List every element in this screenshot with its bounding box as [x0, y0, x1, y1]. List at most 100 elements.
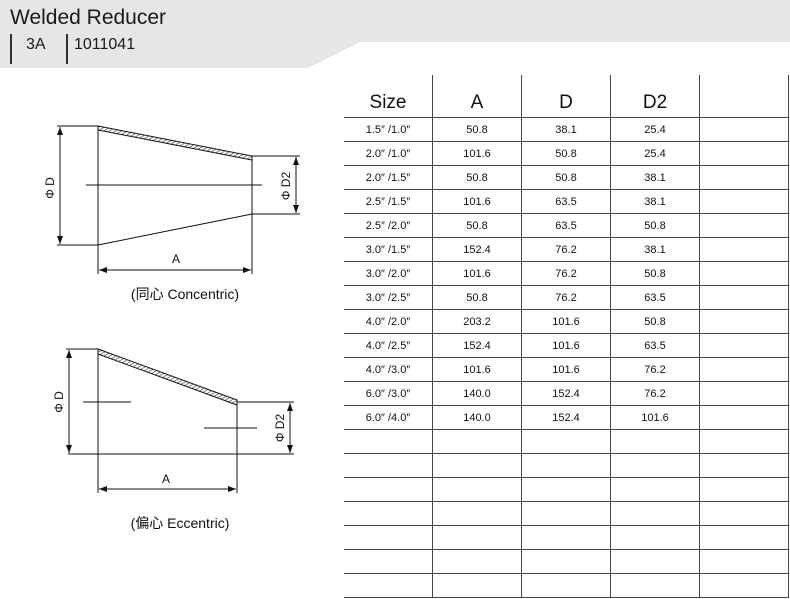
product-code: 1011041 [74, 36, 136, 53]
table-row [344, 573, 789, 598]
table-row [344, 501, 789, 526]
table-cell: 50.8 [521, 165, 611, 190]
table-cell: 25.4 [610, 141, 700, 166]
table-cell [699, 453, 789, 478]
table-cell: 50.8 [432, 213, 522, 238]
table-cell: 50.8 [610, 261, 700, 286]
table-cell [521, 429, 611, 454]
table-cell: 101.6 [521, 309, 611, 334]
table-cell [610, 573, 700, 598]
table-cell: 152.4 [521, 405, 611, 430]
table-row [344, 477, 789, 502]
table-cell [699, 573, 789, 598]
table-cell [699, 477, 789, 502]
table-cell: 6.0″ /4.0″ [344, 405, 433, 430]
table-cell [521, 573, 611, 598]
eccentric-drawing [66, 348, 294, 493]
table-cell [699, 429, 789, 454]
table-row: 3.0″ /2.5″ 50.8 76.2 63.5 [344, 285, 789, 310]
table-row: 4.0″ /2.0″ 203.2 101.6 50.8 [344, 309, 789, 334]
table-cell [699, 549, 789, 574]
table-row: 4.0″ /3.0″ 101.6 101.6 76.2 [344, 357, 789, 382]
table-cell: 101.6 [521, 357, 611, 382]
table-cell: 6.0″ /3.0″ [344, 381, 433, 406]
table-cell [521, 453, 611, 478]
standard-label: 3A [26, 36, 46, 53]
table-cell [699, 117, 789, 142]
table-cell [610, 477, 700, 502]
table-cell: 50.8 [610, 309, 700, 334]
table-cell: 63.5 [521, 189, 611, 214]
table-cell [699, 381, 789, 406]
table-cell: 2.0″ /1.5″ [344, 165, 433, 190]
table-cell [344, 453, 433, 478]
table-cell: 50.8 [610, 213, 700, 238]
table-cell [344, 573, 433, 598]
divider [10, 34, 12, 64]
table-cell: 3.0″ /2.0″ [344, 261, 433, 286]
column-header: D [521, 75, 611, 118]
table-cell [699, 189, 789, 214]
table-cell: 2.5″ /2.0″ [344, 213, 433, 238]
table-cell: 152.4 [521, 381, 611, 406]
table-cell: 76.2 [610, 357, 700, 382]
table-cell [699, 525, 789, 550]
table-cell: 4.0″ /2.0″ [344, 309, 433, 334]
table-row: 4.0″ /2.5″ 152.4 101.6 63.5 [344, 333, 789, 358]
table-cell: 101.6 [610, 405, 700, 430]
table-cell [699, 501, 789, 526]
table-row: 1.5″ /1.0″ 50.8 38.1 25.4 [344, 117, 789, 142]
table-cell: 101.6 [432, 189, 522, 214]
table-cell: 4.0″ /2.5″ [344, 333, 433, 358]
table-cell [699, 405, 789, 430]
table-cell: 63.5 [610, 285, 700, 310]
table-cell [610, 501, 700, 526]
table-cell: 25.4 [610, 117, 700, 142]
table-cell: 38.1 [610, 237, 700, 262]
table-cell [610, 453, 700, 478]
table-cell: 76.2 [521, 285, 611, 310]
header-band [0, 0, 790, 68]
table-cell [344, 501, 433, 526]
table-cell: 2.5″ /1.5″ [344, 189, 433, 214]
table-cell: 203.2 [432, 309, 522, 334]
table-cell [610, 549, 700, 574]
table-cell: 101.6 [432, 357, 522, 382]
dimension-d2-label: Φ D2 [273, 414, 287, 443]
column-header: D2 [610, 75, 700, 118]
table-cell [432, 453, 522, 478]
table-cell [699, 333, 789, 358]
table-cell [432, 573, 522, 598]
table-cell [610, 525, 700, 550]
column-header [699, 75, 789, 118]
dimension-table: Size A D D2 1.5″ /1.0″ 50.8 38.1 25.4 2.0″ /1.0… [344, 75, 789, 598]
table-row [344, 453, 789, 478]
table-cell [699, 213, 789, 238]
table-cell [699, 261, 789, 286]
concentric-drawing [57, 125, 300, 274]
table-cell: 101.6 [432, 261, 522, 286]
table-cell [432, 429, 522, 454]
table-cell [699, 237, 789, 262]
table-cell: 3.0″ /1.5″ [344, 237, 433, 262]
table-row: 6.0″ /3.0″ 140.0 152.4 76.2 [344, 381, 789, 406]
table-row: 3.0″ /1.5″ 152.4 76.2 38.1 [344, 237, 789, 262]
table-cell: 3.0″ /2.5″ [344, 285, 433, 310]
table-row: 2.0″ /1.5″ 50.8 50.8 38.1 [344, 165, 789, 190]
table-cell [344, 429, 433, 454]
table-cell [521, 501, 611, 526]
table-cell [521, 477, 611, 502]
dimension-d-label: Φ D [52, 391, 66, 413]
table-cell [699, 165, 789, 190]
table-cell: 76.2 [521, 237, 611, 262]
table-cell: 63.5 [521, 213, 611, 238]
table-cell: 140.0 [432, 405, 522, 430]
dimension-a-label: A [162, 472, 170, 486]
table-cell [699, 285, 789, 310]
table-row: 6.0″ /4.0″ 140.0 152.4 101.6 [344, 405, 789, 430]
table-cell [699, 309, 789, 334]
dimension-d-label: Φ D [43, 177, 57, 199]
table-cell: 152.4 [432, 333, 522, 358]
eccentric-caption: (偏心 Eccentric) [131, 515, 230, 531]
table-row [344, 429, 789, 454]
